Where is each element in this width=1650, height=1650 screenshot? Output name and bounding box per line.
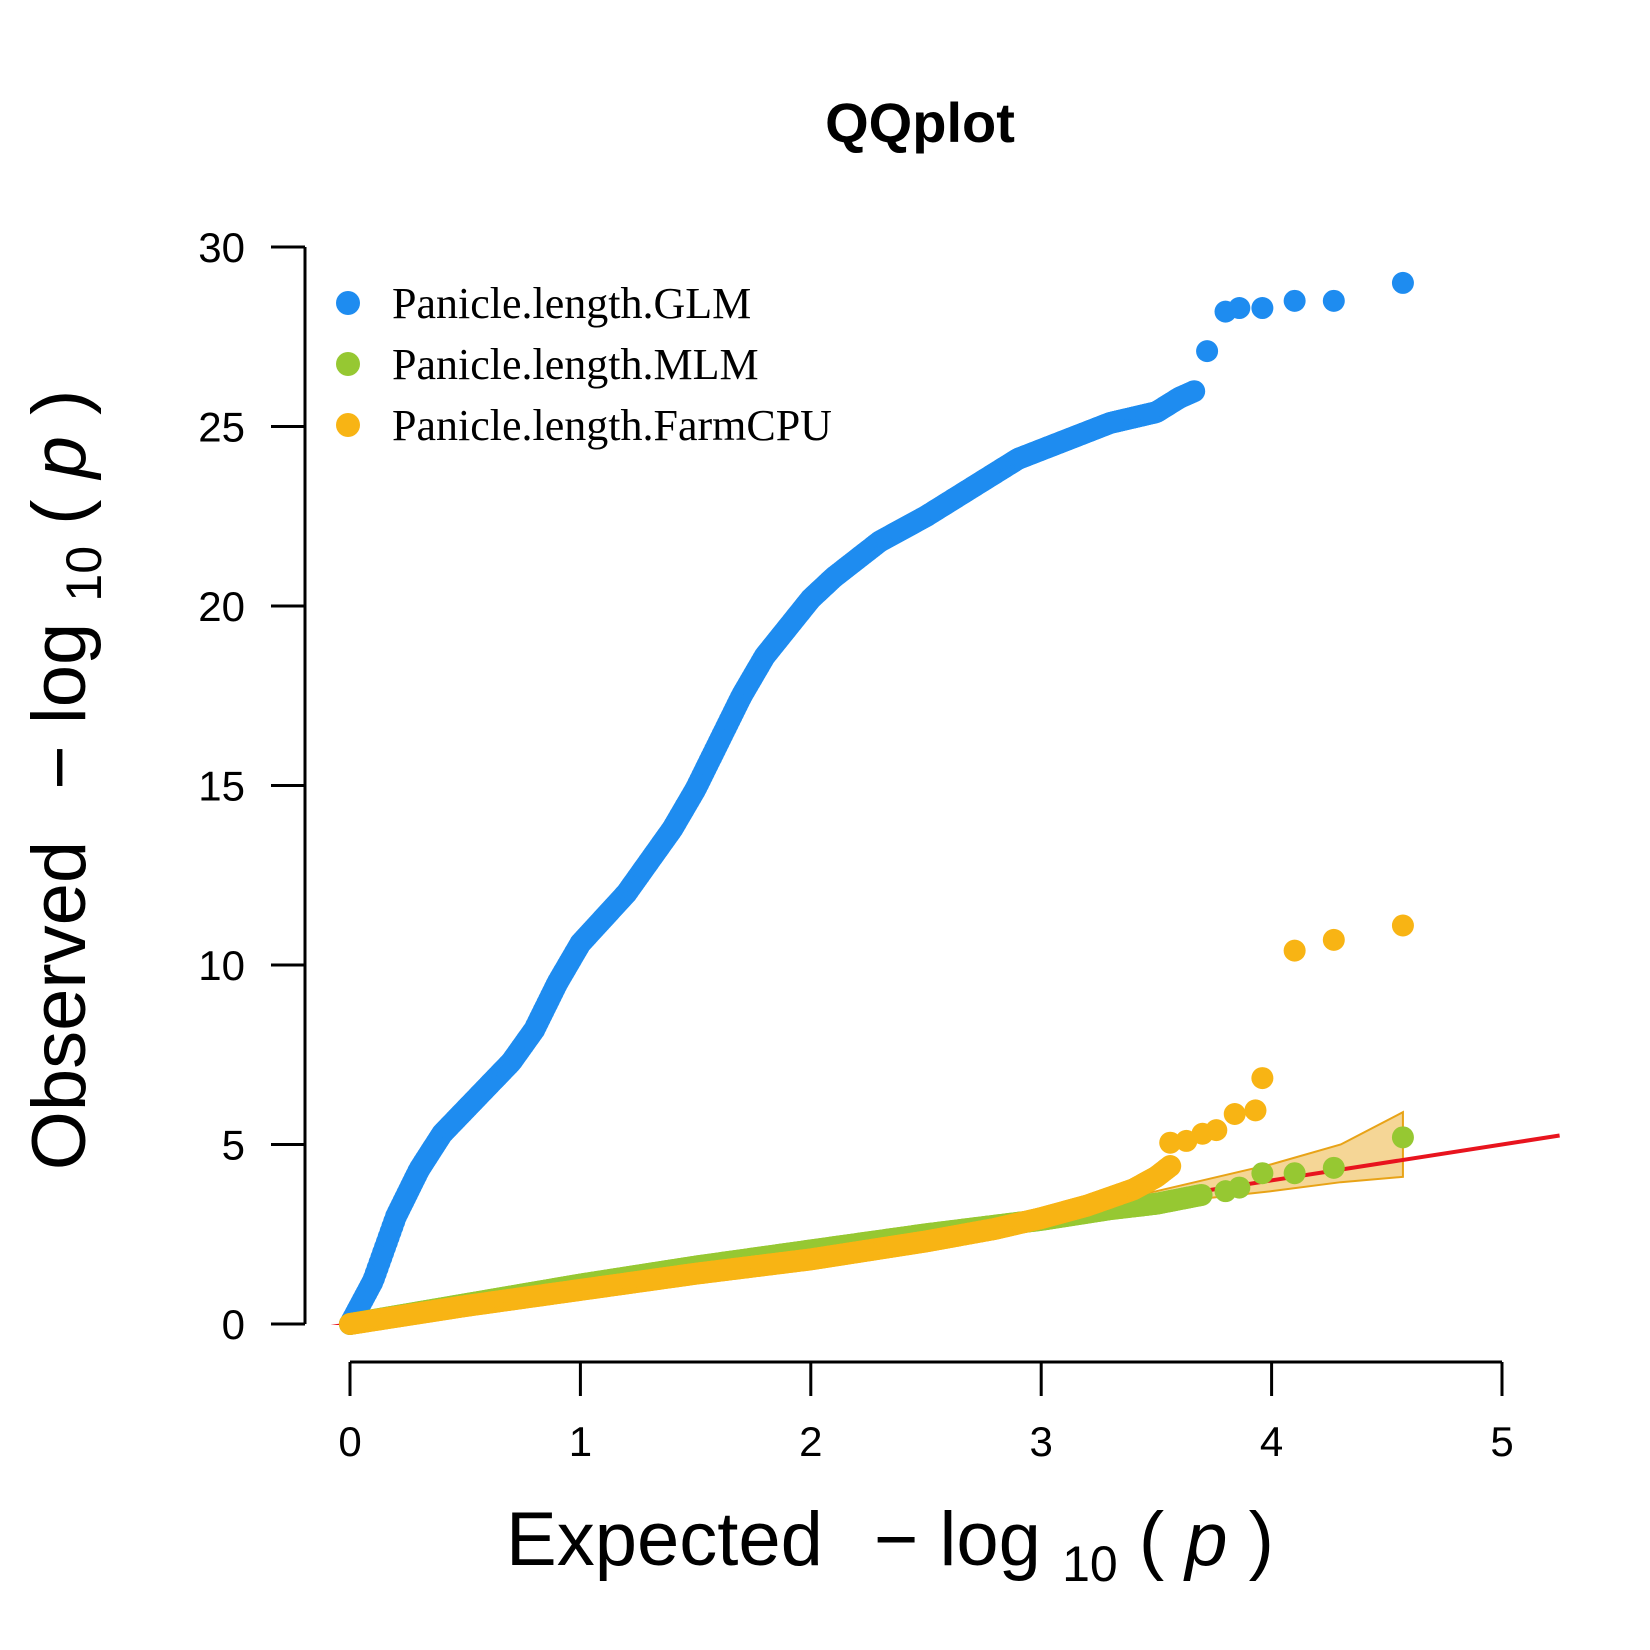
legend-item-farmcpu: Panicle.length.FarmCPU (336, 401, 832, 450)
series-1 (339, 271, 1414, 1335)
data-point (1283, 289, 1306, 312)
data-point (1183, 380, 1206, 403)
y-axis-title-log: log (17, 623, 102, 724)
y-axis-title-var: p (17, 436, 102, 480)
x-axis-title-var: p (1183, 1497, 1227, 1582)
data-point (1223, 1102, 1246, 1125)
legend-item-mlm: Panicle.length.MLM (336, 340, 759, 389)
axes-layer: 0 1 2 3 4 5 0 5 10 15 20 25 30 (198, 224, 1513, 1465)
data-point (1190, 1183, 1213, 1206)
data-point (1205, 1119, 1228, 1142)
data-point (1228, 297, 1251, 320)
data-point (1283, 1162, 1306, 1185)
data-point (1322, 1156, 1345, 1179)
series-layer (339, 271, 1414, 1335)
x-tick-label: 2 (799, 1418, 822, 1465)
x-axis-title-minus: − (874, 1497, 918, 1582)
data-point (1159, 1131, 1182, 1154)
y-axis-title-base: 10 (56, 546, 112, 602)
y-tick-label: 0 (222, 1301, 245, 1348)
svg-text:Observed − log: Observed − log 10 ( p ) (17, 390, 118, 1171)
legend-label-glm: Panicle.length.GLM (392, 279, 751, 328)
legend-label-farmcpu: Panicle.length.FarmCPU (392, 401, 832, 450)
data-point (1391, 914, 1414, 937)
x-tick-label: 1 (569, 1418, 592, 1465)
data-point (1251, 297, 1274, 320)
x-axis-title-prefix: Expected (506, 1497, 823, 1582)
svg-text:Expected − log: Expected − log 10 ( p ) (506, 1497, 1274, 1598)
x-axis-title-log: log (940, 1497, 1041, 1582)
y-tick-label: 25 (198, 404, 245, 451)
y-tick-label: 15 (198, 763, 245, 810)
y-axis-title-minus: − (17, 745, 102, 789)
data-point (1244, 1099, 1267, 1122)
data-point (1196, 340, 1219, 363)
data-point (1251, 1067, 1274, 1090)
legend-item-glm: Panicle.length.GLM (336, 279, 751, 328)
series-3 (339, 914, 1414, 1335)
data-point (1251, 1162, 1274, 1185)
x-tick-label: 4 (1260, 1418, 1283, 1465)
legend-marker-glm (336, 291, 360, 315)
x-axis-title: Expected − log 10 ( p ) (506, 1497, 1274, 1598)
legend-marker-mlm (336, 352, 360, 376)
data-point (1391, 271, 1414, 294)
data-point (1228, 1176, 1251, 1199)
data-point (1391, 1126, 1414, 1149)
data-point (1283, 939, 1306, 962)
legend-label-mlm: Panicle.length.MLM (392, 340, 759, 389)
chart-title: QQplot (825, 91, 1015, 154)
x-tick-label: 0 (338, 1418, 361, 1465)
y-axis-title: Observed − log 10 ( p ) (17, 390, 118, 1171)
y-tick-label: 20 (198, 583, 245, 630)
data-point (1322, 289, 1345, 312)
data-point (1159, 1155, 1182, 1178)
x-axis-title-base: 10 (1062, 1536, 1118, 1592)
y-tick-label: 30 (198, 224, 245, 271)
y-axis-title-prefix: Observed (17, 841, 102, 1171)
data-point (1322, 928, 1345, 951)
y-tick-label: 5 (222, 1122, 245, 1169)
legend: Panicle.length.GLM Panicle.length.MLM Pa… (336, 279, 832, 450)
x-tick-label: 3 (1030, 1418, 1053, 1465)
x-tick-label: 5 (1490, 1418, 1513, 1465)
legend-marker-farmcpu (336, 413, 360, 437)
y-tick-label: 10 (198, 942, 245, 989)
